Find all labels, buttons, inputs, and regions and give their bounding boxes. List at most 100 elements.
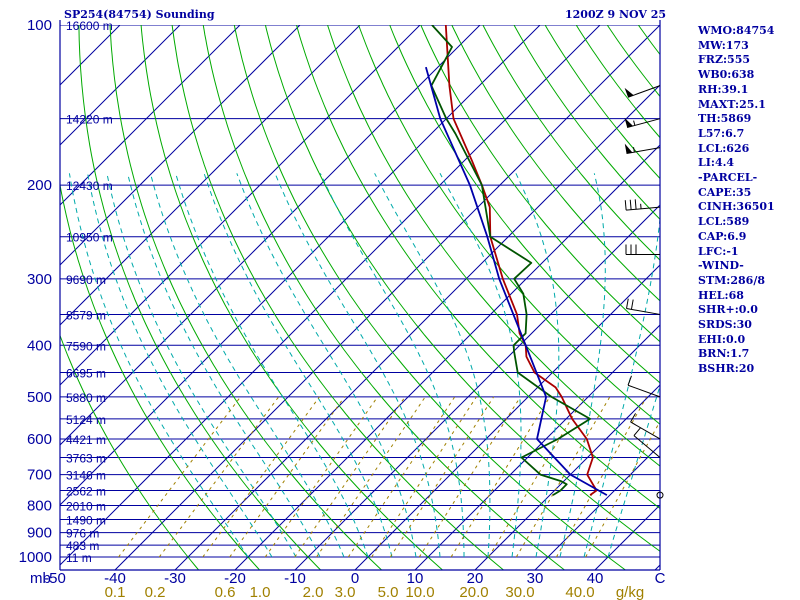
temperature-tick-label: 40 [587,570,604,587]
wind-barb [624,199,661,211]
pressure-unit-label: mb [30,570,51,587]
stat-line: EHI:0.0 [698,332,746,346]
barb-feather [627,375,632,386]
temperature-tick-label: 30 [527,570,544,587]
dry-adiabat-line [575,25,660,139]
barb-staff [626,147,661,154]
barb-staff [627,85,661,98]
dry-adiabat-line [202,25,565,570]
barb-flag [624,117,633,128]
dry-adiabat-line [358,25,660,425]
temperature-curve [444,25,598,496]
dry-adiabat-line [451,25,660,302]
height-label: 8579 m [66,308,106,322]
isotherm-line [474,384,660,570]
moist-adiabat-line [515,173,560,558]
height-label: 6695 m [66,367,106,381]
moist-adiabat-line [175,173,369,558]
mixing-ratio-line [488,396,585,558]
stat-line: L57:6.7 [698,126,745,140]
stat-line: BSHR:20 [698,362,755,376]
height-label: 2010 m [66,499,106,513]
dry-adiabat-line [109,25,382,570]
isotherm-line [60,25,121,86]
dry-adiabat-line [544,25,660,180]
isotherm-line [354,264,660,570]
moist-adiabat-line [127,173,321,558]
stat-line: CINH:36501 [698,200,775,214]
isotherm-line [174,84,660,570]
mixing-ratio-line [229,396,345,558]
wind-barb [633,427,661,458]
mixing-ratio-line [316,396,426,558]
barb-flag [624,87,634,98]
isotherm-line [60,25,181,146]
temperature-tick-label: 0 [351,570,359,587]
temperature-tick-label: -20 [224,570,246,587]
stat-line: LFC:-1 [698,244,739,258]
dry-adiabat-line [78,25,321,570]
stat-line: LCL:626 [698,141,750,155]
isotherm-line [294,204,660,570]
pressure-tick-label: 400 [27,337,52,354]
height-label: 12430 m [66,179,113,193]
stat-line: SRDS:30 [698,318,752,332]
isotherm-line [414,324,660,570]
dry-adiabat-line [296,25,660,510]
stat-line: LI:4.4 [698,156,735,170]
isotherm-line [60,25,601,566]
stat-line: SHR+:0.0 [698,303,758,317]
temperature-tick-label: C [655,570,666,587]
isotherm-line [60,25,361,326]
mixing-ratio-label: 10.0 [405,584,434,600]
wind-barb [624,117,661,128]
sounding-time: 1200Z 9 NOV 25 [565,8,667,21]
mixing-ratio-line [202,396,320,558]
pressure-tick-label: 200 [27,177,52,194]
stat-line: MW:173 [698,38,749,52]
dry-adiabat-line [420,25,660,343]
stat-line: CAP:6.9 [698,229,747,243]
wind-barb [626,298,661,315]
mixing-ratio-label: 20.0 [459,584,488,600]
wind-barb [630,413,661,440]
pressure-tick-label: 900 [27,525,52,542]
stat-line: BRN:1.7 [698,347,750,361]
stat-line: FRZ:555 [698,53,751,67]
stat-line: CAPE:35 [698,185,752,199]
moist-adiabat-line [106,173,297,558]
stat-line: WMO:84754 [698,24,775,37]
height-label: 483 m [66,539,99,553]
moist-adiabat-line [439,173,522,558]
pressure-tick-label: 700 [27,467,52,484]
dry-adiabat-line [233,25,626,570]
mixing-ratio-label: 2.0 [303,584,324,600]
mixing-ratio-line [158,396,280,558]
isotherm-line [60,25,241,206]
temperature-tick-label: -50 [44,570,66,587]
moist-adiabat-line [68,173,249,558]
height-label: 1490 m [66,513,106,527]
temperature-tick-label: -30 [164,570,186,587]
calm-circle [656,491,664,499]
barb-staff [626,206,661,211]
moist-adiabat-line [87,173,273,558]
temperature-tick-label: -10 [284,570,306,587]
mixing-ratio-line [450,396,551,558]
dry-adiabat-line [60,334,199,570]
height-label: 10950 m [66,231,113,245]
wind-barb [627,375,661,398]
pressure-tick-label: 100 [27,17,52,34]
wind-barb [656,491,664,499]
barb-staff [626,308,661,315]
temperature-tick-label: -40 [104,570,126,587]
isotherm-line [60,25,541,506]
barb-half-feather [633,120,636,126]
wind-barb [625,244,660,255]
dry-adiabat-line [794,25,800,570]
barb-flag [624,143,633,154]
dry-adiabat-line [482,25,660,261]
height-label: 2562 m [66,485,106,499]
barb-half-feather [633,147,635,153]
